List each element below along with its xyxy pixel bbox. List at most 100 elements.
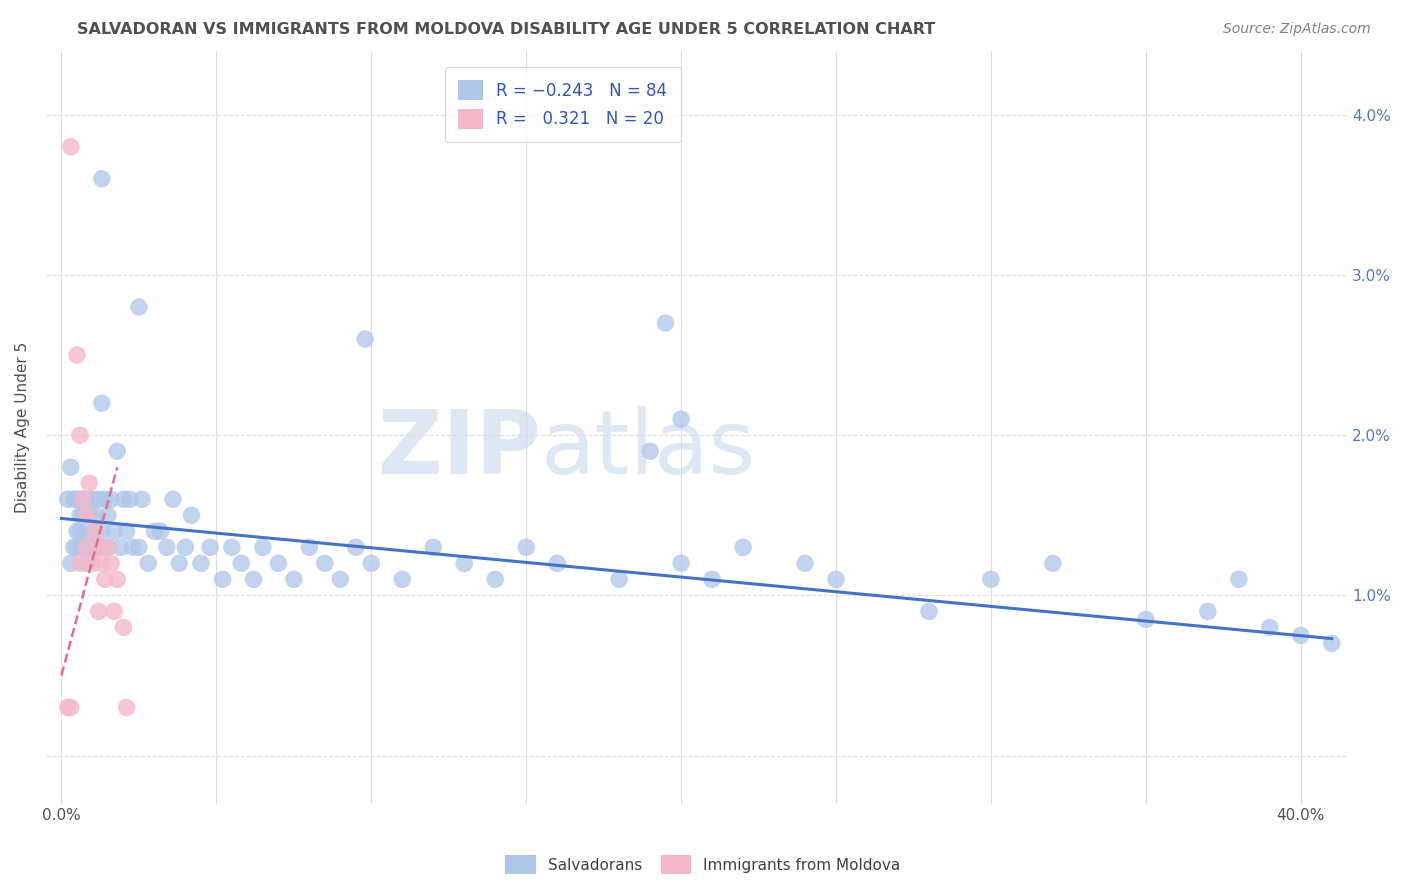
Point	[69, 524, 91, 539]
Point	[252, 541, 274, 555]
Point	[1197, 604, 1219, 618]
Point	[69, 557, 91, 571]
Point	[66, 524, 89, 539]
Point	[314, 557, 336, 571]
Point	[82, 541, 104, 555]
Point	[100, 492, 122, 507]
Point	[72, 508, 94, 523]
Point	[90, 557, 112, 571]
Point	[167, 557, 190, 571]
Point	[115, 700, 138, 714]
Point	[121, 541, 143, 555]
Point	[72, 492, 94, 507]
Point	[97, 541, 120, 555]
Point	[980, 572, 1002, 586]
Point	[118, 492, 141, 507]
Point	[360, 557, 382, 571]
Point	[94, 492, 117, 507]
Point	[66, 348, 89, 362]
Point	[453, 557, 475, 571]
Point	[63, 492, 86, 507]
Point	[422, 541, 444, 555]
Point	[190, 557, 212, 571]
Point	[79, 476, 101, 491]
Point	[131, 492, 153, 507]
Point	[87, 541, 110, 555]
Point	[105, 572, 128, 586]
Point	[180, 508, 202, 523]
Point	[267, 557, 290, 571]
Point	[638, 444, 661, 458]
Point	[231, 557, 253, 571]
Point	[63, 541, 86, 555]
Point	[149, 524, 172, 539]
Point	[79, 541, 101, 555]
Point	[103, 524, 125, 539]
Point	[918, 604, 941, 618]
Point	[90, 396, 112, 410]
Point	[66, 541, 89, 555]
Point	[84, 508, 107, 523]
Point	[72, 541, 94, 555]
Point	[354, 332, 377, 346]
Point	[174, 541, 197, 555]
Point	[103, 604, 125, 618]
Point	[1042, 557, 1064, 571]
Text: atlas: atlas	[540, 406, 755, 493]
Point	[515, 541, 537, 555]
Point	[97, 541, 120, 555]
Point	[87, 604, 110, 618]
Text: ZIP: ZIP	[378, 406, 540, 493]
Point	[733, 541, 755, 555]
Point	[1227, 572, 1250, 586]
Point	[66, 492, 89, 507]
Point	[59, 700, 82, 714]
Point	[90, 171, 112, 186]
Point	[654, 316, 676, 330]
Point	[56, 492, 79, 507]
Point	[700, 572, 723, 586]
Point	[59, 557, 82, 571]
Point	[115, 524, 138, 539]
Legend: Salvadorans, Immigrants from Moldova: Salvadorans, Immigrants from Moldova	[499, 849, 907, 880]
Point	[97, 508, 120, 523]
Point	[75, 508, 97, 523]
Point	[90, 524, 112, 539]
Point	[105, 444, 128, 458]
Point	[69, 508, 91, 523]
Point	[211, 572, 233, 586]
Point	[82, 492, 104, 507]
Text: Source: ZipAtlas.com: Source: ZipAtlas.com	[1223, 22, 1371, 37]
Point	[825, 572, 848, 586]
Point	[298, 541, 321, 555]
Point	[75, 492, 97, 507]
Point	[69, 492, 91, 507]
Y-axis label: Disability Age Under 5: Disability Age Under 5	[15, 342, 30, 513]
Point	[391, 572, 413, 586]
Point	[143, 524, 166, 539]
Legend: R = −0.243   N = 84, R =   0.321   N = 20: R = −0.243 N = 84, R = 0.321 N = 20	[444, 67, 681, 142]
Point	[82, 557, 104, 571]
Point	[484, 572, 506, 586]
Point	[242, 572, 264, 586]
Point	[69, 428, 91, 442]
Point	[87, 541, 110, 555]
Point	[283, 572, 305, 586]
Point	[1289, 628, 1312, 642]
Text: SALVADORAN VS IMMIGRANTS FROM MOLDOVA DISABILITY AGE UNDER 5 CORRELATION CHART: SALVADORAN VS IMMIGRANTS FROM MOLDOVA DI…	[77, 22, 935, 37]
Point	[546, 557, 568, 571]
Point	[329, 572, 352, 586]
Point	[136, 557, 159, 571]
Point	[1135, 612, 1157, 626]
Point	[221, 541, 243, 555]
Point	[59, 460, 82, 475]
Point	[112, 620, 135, 634]
Point	[72, 492, 94, 507]
Point	[112, 492, 135, 507]
Point	[75, 557, 97, 571]
Point	[128, 541, 150, 555]
Point	[84, 524, 107, 539]
Point	[94, 572, 117, 586]
Point	[56, 700, 79, 714]
Point	[1320, 636, 1343, 650]
